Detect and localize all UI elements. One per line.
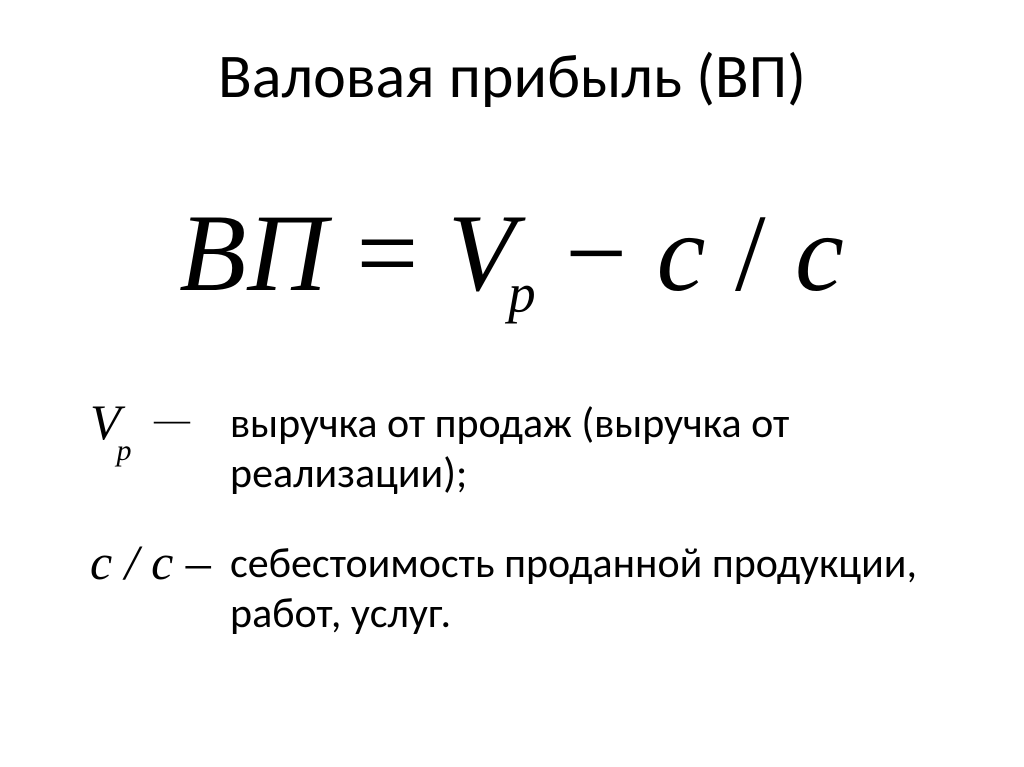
formula-slash: / [706, 192, 795, 314]
formula-V: V [448, 192, 516, 314]
formula-equals: = [328, 192, 448, 314]
legend-text-1: выручка от продаж (выручка от реализации… [230, 395, 950, 500]
slide-title: Валовая прибыль (ВП) [0, 38, 1024, 114]
legend-symbol-cc: c / c – [90, 535, 230, 590]
legend-dash-1: — [154, 399, 190, 439]
legend-cc-full: c / c – [90, 534, 211, 590]
legend-V: V [90, 394, 121, 450]
legend-row-1: Vp — выручка от продаж (выручка от реали… [90, 395, 950, 500]
legend-symbol-vp: Vp — [90, 395, 230, 457]
formula-c2: c [795, 192, 845, 314]
formula-lhs: ВП [179, 192, 328, 314]
slide: Валовая прибыль (ВП) ВП = Vp − c / c Vp … [0, 0, 1024, 767]
formula-c1: c [657, 192, 707, 314]
formula-p-sub: p [508, 263, 537, 324]
legend-p-sub: p [117, 434, 132, 467]
main-formula: ВП = Vp − c / c [0, 190, 1024, 317]
legend-row-2: c / c – себестоимость проданной продукци… [90, 535, 950, 640]
formula-minus: − [537, 192, 657, 314]
legend-text-2: себестоимость проданной продукции, работ… [230, 535, 950, 640]
